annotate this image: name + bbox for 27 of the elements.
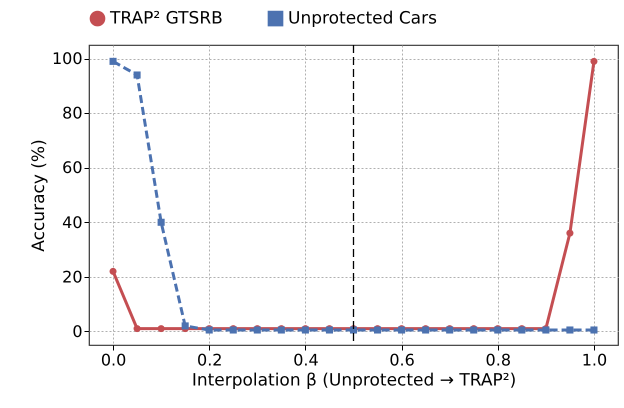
x-tick-label: 0.8: [486, 350, 511, 370]
point: [590, 58, 598, 65]
point: [590, 326, 598, 334]
point: [158, 218, 165, 226]
y-tick-label: 0: [72, 322, 82, 341]
point: [182, 322, 189, 330]
y-axis-title: Accuracy (%): [28, 139, 49, 252]
point: [566, 326, 574, 334]
point: [134, 325, 141, 332]
y-tick-label: 60: [62, 158, 82, 178]
point: [110, 58, 117, 65]
legend-label: TRAP² GTSRB: [109, 8, 223, 29]
y-tick-label: 40: [62, 212, 82, 232]
point: [566, 230, 574, 237]
point: [158, 325, 165, 332]
x-tick-label: 0.2: [197, 350, 222, 370]
x-tick-label: 0.0: [100, 350, 126, 370]
x-tick-label: 0.6: [389, 350, 415, 370]
y-tick-label: 80: [62, 104, 82, 123]
x-tick-label: 0.4: [293, 350, 319, 370]
point: [110, 268, 117, 275]
y-tick-label: 100: [52, 49, 82, 68]
x-tick-label: 1.0: [582, 350, 608, 370]
point: [134, 71, 141, 79]
x-axis-title: Interpolation β (Unprotected → TRAP²): [192, 370, 516, 390]
y-tick-label: 20: [62, 267, 82, 286]
legend-label: Unprotected Cars: [288, 8, 438, 29]
